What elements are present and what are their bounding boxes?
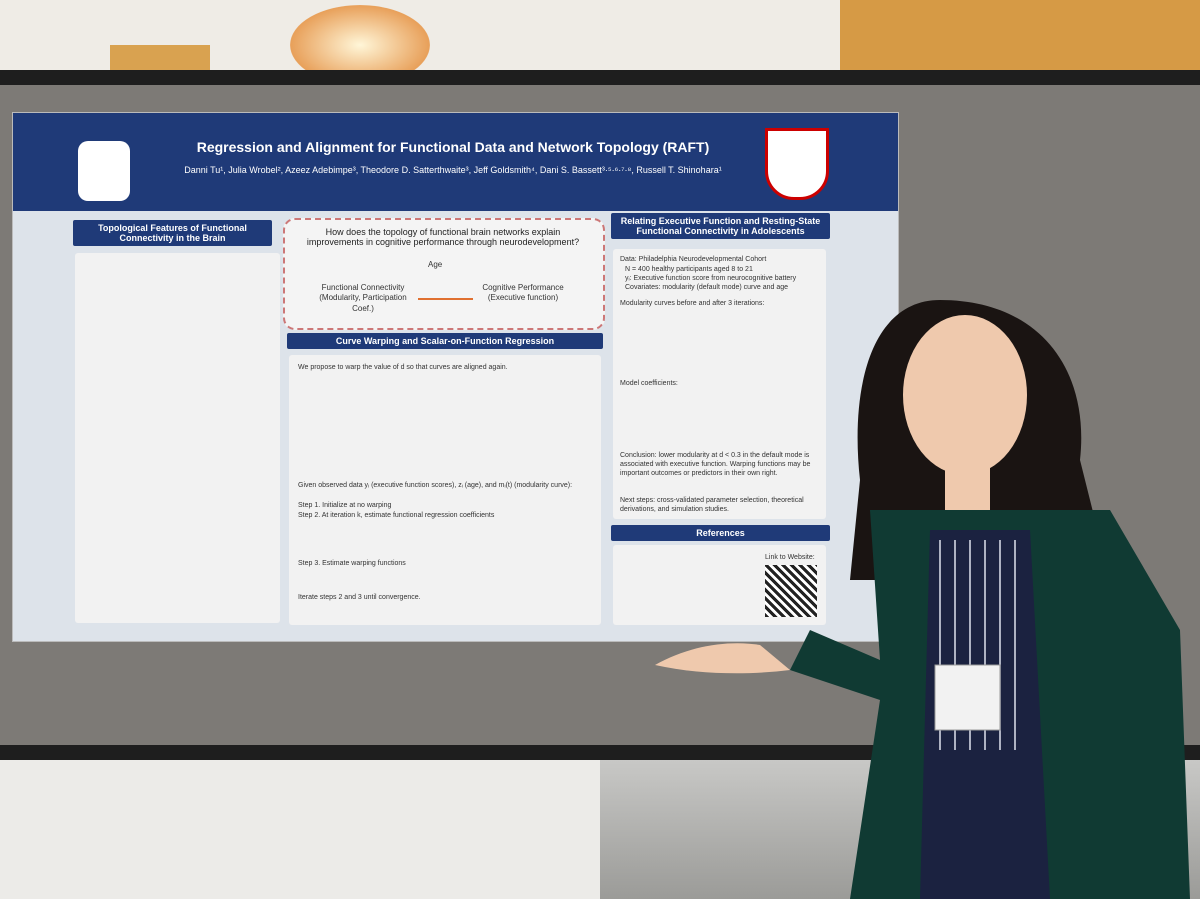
- right-panel: [613, 249, 826, 519]
- text: Data: Philadelphia Neurodevelopmental Co…: [620, 256, 767, 263]
- question-box: [283, 218, 605, 330]
- text: Conclusion: lower modularity at d < 0.3 …: [620, 452, 811, 478]
- white-floor: [0, 750, 600, 899]
- bullet: N = 400 healthy participants aged 8 to 2…: [625, 266, 753, 273]
- middle-panel: [289, 355, 601, 625]
- left-panel: [75, 253, 280, 623]
- qr-code: [765, 565, 817, 617]
- poster-header: [13, 113, 898, 211]
- section-heading: Curve Warping and Scalar-on-Function Reg…: [287, 333, 603, 349]
- text: Step 3. Estimate warping functions: [298, 560, 406, 567]
- diagram-node: Age: [428, 260, 443, 269]
- penn-shield: [765, 128, 829, 200]
- section-heading: References: [611, 525, 830, 541]
- arrow: [418, 298, 473, 300]
- text: We propose to warp the value of d so tha…: [298, 364, 508, 371]
- section-heading: Relating Executive Function and Resting-…: [611, 213, 830, 239]
- bullet: Covariates: modularity (default mode) cu…: [625, 284, 789, 291]
- diagram-node: Functional Connectivity (Modularity, Par…: [319, 283, 407, 313]
- research-question: How does the topology of functional brai…: [306, 227, 580, 247]
- text: Link to Website:: [765, 554, 815, 561]
- authors: Danni Tu¹, Julia Wrobel², Azeez Adebimpe…: [184, 165, 722, 175]
- poster-title: Regression and Alignment for Functional …: [196, 139, 710, 155]
- poster: Regression and Alignment for Functional …: [12, 112, 899, 642]
- person: [655, 300, 1190, 899]
- text: Next steps: cross-validated parameter se…: [620, 497, 804, 514]
- text: Step 2. At iteration k, estimate functio…: [298, 512, 495, 519]
- text: Iterate steps 2 and 3 until convergence.: [298, 594, 421, 601]
- section-heading: Topological Features of Functional Conne…: [73, 220, 272, 246]
- text: Step 1. Initialize at no warping: [298, 502, 392, 509]
- wood-wall: [840, 0, 1200, 75]
- text: Modularity curves before and after 3 ite…: [620, 300, 765, 307]
- text: Model coefficients:: [620, 380, 678, 387]
- bullet: yᵢ: Executive function score from neuroc…: [625, 275, 797, 282]
- diagram-node: Cognitive Performance (Executive functio…: [482, 283, 564, 303]
- logo: [78, 141, 130, 201]
- text: Given observed data yᵢ (executive functi…: [298, 482, 573, 489]
